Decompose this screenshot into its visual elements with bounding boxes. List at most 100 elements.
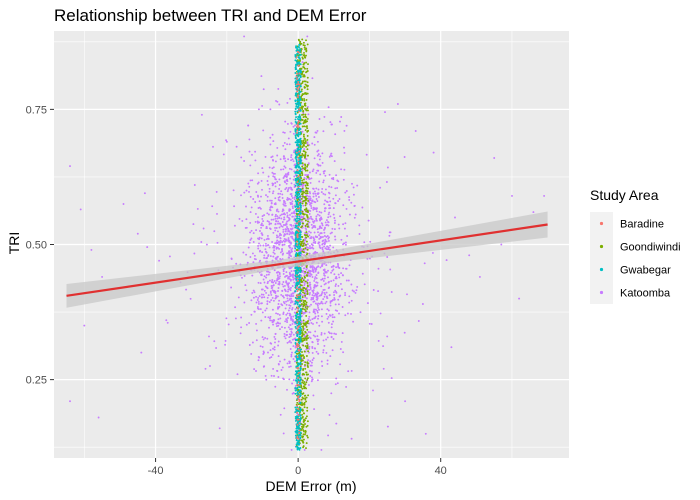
point-goondiwindi [303, 304, 306, 307]
point-katoomba [315, 194, 318, 197]
point-katoomba [345, 279, 348, 282]
point-gwabegar [295, 165, 298, 167]
point-katoomba [313, 267, 316, 270]
point-katoomba [273, 280, 276, 282]
legend-swatch [599, 290, 604, 295]
point-katoomba [313, 190, 316, 193]
point-gwabegar [294, 64, 297, 67]
point-gwabegar [299, 223, 301, 226]
point-gwabegar [295, 242, 297, 245]
point-gwabegar [297, 409, 299, 412]
point-katoomba [329, 301, 332, 304]
point-katoomba [286, 321, 289, 324]
point-gwabegar [295, 236, 298, 239]
point-katoomba [263, 238, 266, 241]
point-goondiwindi [302, 279, 305, 282]
point-goondiwindi [306, 175, 309, 178]
point-gwabegar [298, 193, 301, 196]
point-katoomba [322, 298, 325, 301]
point-gwabegar [298, 442, 301, 445]
point-katoomba [225, 139, 228, 142]
point-baradine [297, 64, 300, 67]
point-gwabegar [298, 379, 301, 382]
point-katoomba [324, 293, 327, 296]
point-katoomba [286, 294, 289, 297]
point-katoomba [311, 246, 314, 249]
point-katoomba [284, 290, 287, 293]
point-gwabegar [296, 52, 299, 55]
point-katoomba [280, 190, 283, 193]
point-katoomba [290, 331, 293, 334]
point-baradine [297, 418, 300, 421]
point-gwabegar [299, 315, 302, 318]
point-katoomba [258, 236, 261, 239]
point-katoomba [264, 248, 267, 251]
point-gwabegar [298, 335, 301, 338]
point-katoomba [313, 136, 316, 139]
point-goondiwindi [306, 347, 309, 350]
point-katoomba [280, 168, 282, 171]
point-katoomba [330, 332, 333, 335]
point-katoomba [308, 293, 311, 296]
point-katoomba [310, 370, 313, 373]
point-katoomba [327, 237, 330, 240]
point-goondiwindi [300, 425, 303, 428]
point-gwabegar [298, 253, 300, 256]
point-katoomba [274, 215, 277, 218]
point-gwabegar [297, 297, 300, 300]
point-katoomba [185, 288, 188, 291]
point-gwabegar [295, 116, 298, 119]
y-tick-label: 0.75 [26, 104, 47, 116]
point-katoomba [302, 312, 305, 314]
point-katoomba [348, 295, 351, 298]
point-baradine [296, 321, 299, 324]
point-katoomba [312, 220, 315, 223]
point-katoomba [260, 237, 263, 240]
point-katoomba [318, 118, 321, 120]
point-katoomba [289, 193, 292, 196]
point-katoomba [285, 222, 288, 225]
point-goondiwindi [302, 329, 305, 331]
point-katoomba [324, 221, 327, 224]
point-katoomba [283, 204, 286, 207]
point-katoomba [348, 213, 351, 216]
point-katoomba [285, 182, 288, 185]
point-katoomba [208, 335, 210, 338]
point-katoomba [311, 270, 314, 273]
point-goondiwindi [306, 362, 309, 365]
point-goondiwindi [304, 192, 307, 195]
point-katoomba [278, 277, 281, 280]
point-katoomba [311, 244, 314, 247]
point-goondiwindi [299, 243, 302, 246]
point-katoomba [234, 317, 237, 320]
point-baradine [297, 407, 300, 410]
point-katoomba [274, 197, 277, 200]
point-katoomba [323, 272, 325, 275]
point-goondiwindi [302, 178, 305, 181]
point-katoomba [311, 359, 314, 361]
point-katoomba [315, 218, 318, 221]
point-katoomba [315, 281, 318, 284]
point-katoomba [272, 190, 275, 193]
point-gwabegar [295, 338, 297, 341]
point-katoomba [275, 227, 278, 229]
point-katoomba [262, 278, 265, 281]
point-katoomba [263, 296, 266, 299]
point-katoomba [276, 307, 279, 310]
point-katoomba [279, 158, 282, 161]
point-katoomba [316, 309, 319, 312]
point-katoomba [311, 289, 314, 292]
point-katoomba [320, 332, 323, 334]
point-goondiwindi [306, 281, 309, 284]
point-katoomba [315, 198, 318, 200]
point-goondiwindi [304, 433, 306, 436]
point-katoomba [278, 313, 281, 316]
point-katoomba [257, 247, 260, 250]
point-katoomba [445, 259, 448, 262]
point-katoomba [282, 203, 285, 206]
point-katoomba [242, 251, 245, 254]
point-katoomba [101, 275, 104, 278]
point-baradine [295, 287, 298, 290]
point-katoomba [260, 224, 263, 226]
point-baradine [297, 175, 300, 178]
